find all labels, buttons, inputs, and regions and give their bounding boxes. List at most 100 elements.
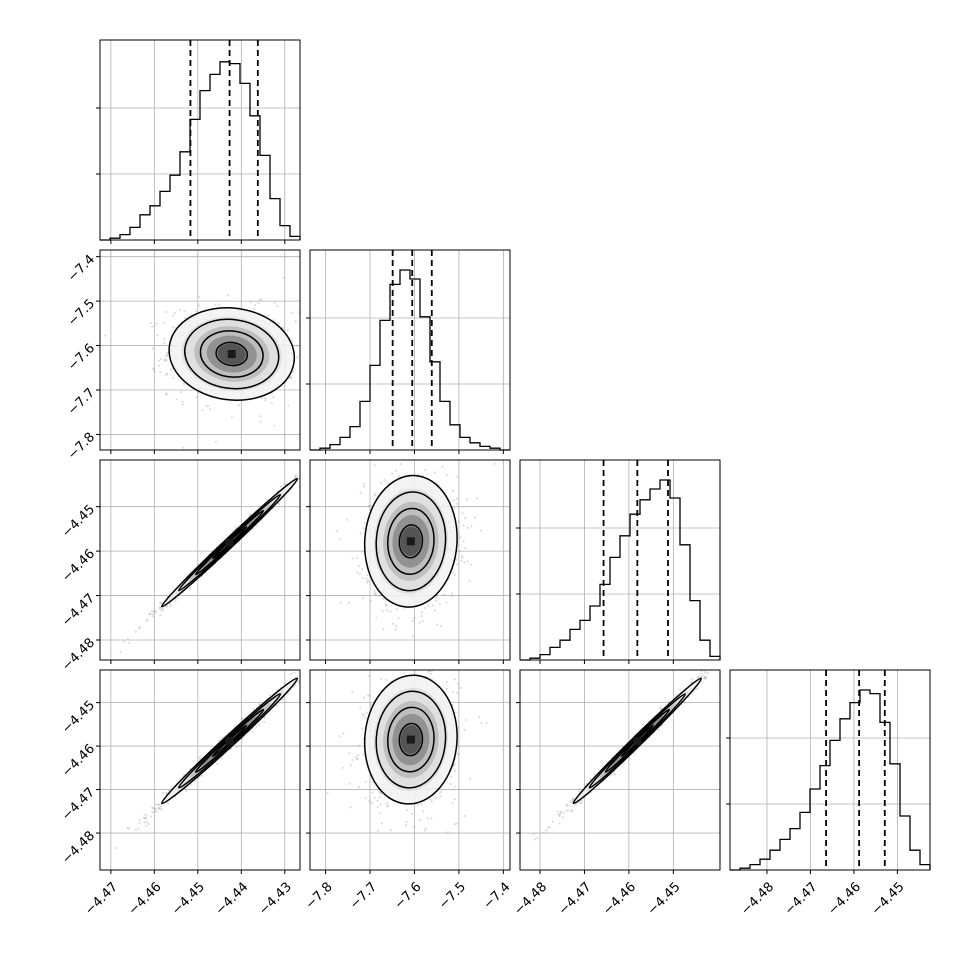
sample-point (335, 530, 338, 533)
sample-point (411, 635, 414, 638)
sample-point (218, 739, 221, 742)
sample-point (454, 711, 457, 714)
sample-point (453, 574, 456, 577)
sample-point (456, 691, 459, 695)
sample-point (166, 801, 170, 804)
sample-point (418, 662, 420, 664)
sample-point (362, 527, 365, 530)
sample-point (347, 601, 351, 604)
sample-point (452, 489, 455, 492)
sample-point (151, 613, 154, 616)
panel-1-0 (96, 249, 307, 454)
sample-point (362, 753, 365, 756)
sample-point (142, 816, 146, 820)
sample-point (290, 672, 293, 675)
sample-point (696, 687, 699, 690)
sample-point (679, 688, 682, 691)
sample-point (139, 625, 142, 629)
sample-point (366, 579, 370, 583)
sample-point (287, 404, 290, 407)
sample-point (386, 804, 390, 807)
sample-point (326, 450, 328, 452)
sample-point (356, 754, 360, 757)
sample-point (561, 816, 565, 819)
sample-point (659, 706, 662, 709)
panel-3-0 (96, 669, 301, 874)
sample-point (175, 398, 178, 401)
contour-line (375, 690, 447, 789)
sample-point (461, 512, 464, 515)
sample-point (151, 368, 155, 371)
sample-point (268, 693, 271, 697)
sample-point (374, 592, 377, 596)
sample-point (145, 814, 148, 817)
sample-point (464, 547, 467, 550)
contour-line (160, 677, 299, 805)
sample-point (171, 376, 175, 379)
sample-point (154, 807, 157, 810)
sample-point (441, 465, 444, 468)
sample-point (172, 326, 175, 329)
sample-point (128, 641, 131, 644)
sample-point (305, 362, 307, 364)
sample-point (143, 821, 146, 824)
sample-point (182, 446, 185, 449)
sample-point (259, 298, 263, 301)
sample-point (297, 680, 300, 683)
sample-point (373, 796, 376, 799)
sample-point (451, 802, 454, 805)
sample-point (377, 829, 380, 832)
sample-point (479, 529, 483, 532)
sample-point (273, 424, 276, 427)
density-peak (225, 736, 234, 745)
sample-point (237, 403, 240, 407)
sample-point (384, 603, 387, 606)
sample-point (115, 847, 118, 850)
sample-point (231, 529, 234, 532)
sample-point (264, 399, 267, 402)
sample-point (165, 353, 168, 357)
sample-point (464, 517, 467, 520)
sample-point (362, 738, 365, 741)
sample-point (255, 725, 258, 728)
sample-point (572, 797, 575, 800)
sample-point (153, 325, 156, 328)
sample-point (580, 802, 583, 805)
sample-point (149, 612, 152, 616)
sample-point (455, 822, 459, 825)
sample-point (241, 718, 244, 721)
sample-point (277, 322, 281, 325)
sample-point (463, 814, 466, 818)
sample-point (249, 300, 252, 303)
contour-line (398, 722, 424, 757)
sample-point (373, 591, 376, 595)
sample-point (703, 677, 706, 680)
sample-point (179, 391, 182, 394)
sample-point (370, 802, 373, 805)
sample-point (165, 358, 168, 361)
sample-point (368, 694, 371, 697)
sample-point (161, 607, 165, 611)
sample-point (168, 602, 172, 606)
sample-point (150, 610, 154, 613)
contour-line (387, 706, 435, 773)
sample-point (493, 462, 496, 465)
sample-point (558, 822, 561, 825)
sample-point (145, 619, 148, 623)
sample-point (235, 746, 238, 749)
sample-point (284, 483, 287, 486)
sample-point (240, 738, 244, 741)
sample-point (389, 829, 392, 832)
density-peak (227, 350, 236, 358)
sample-point (259, 420, 262, 424)
sample-point (160, 601, 163, 604)
sample-point (364, 797, 367, 800)
sample-point (427, 670, 430, 673)
sample-point (289, 375, 292, 379)
sample-point (293, 671, 296, 675)
sample-point (380, 822, 383, 825)
sample-point (371, 791, 374, 794)
sample-point (433, 471, 436, 474)
panel-frame (99, 669, 301, 871)
sample-point (157, 803, 160, 807)
